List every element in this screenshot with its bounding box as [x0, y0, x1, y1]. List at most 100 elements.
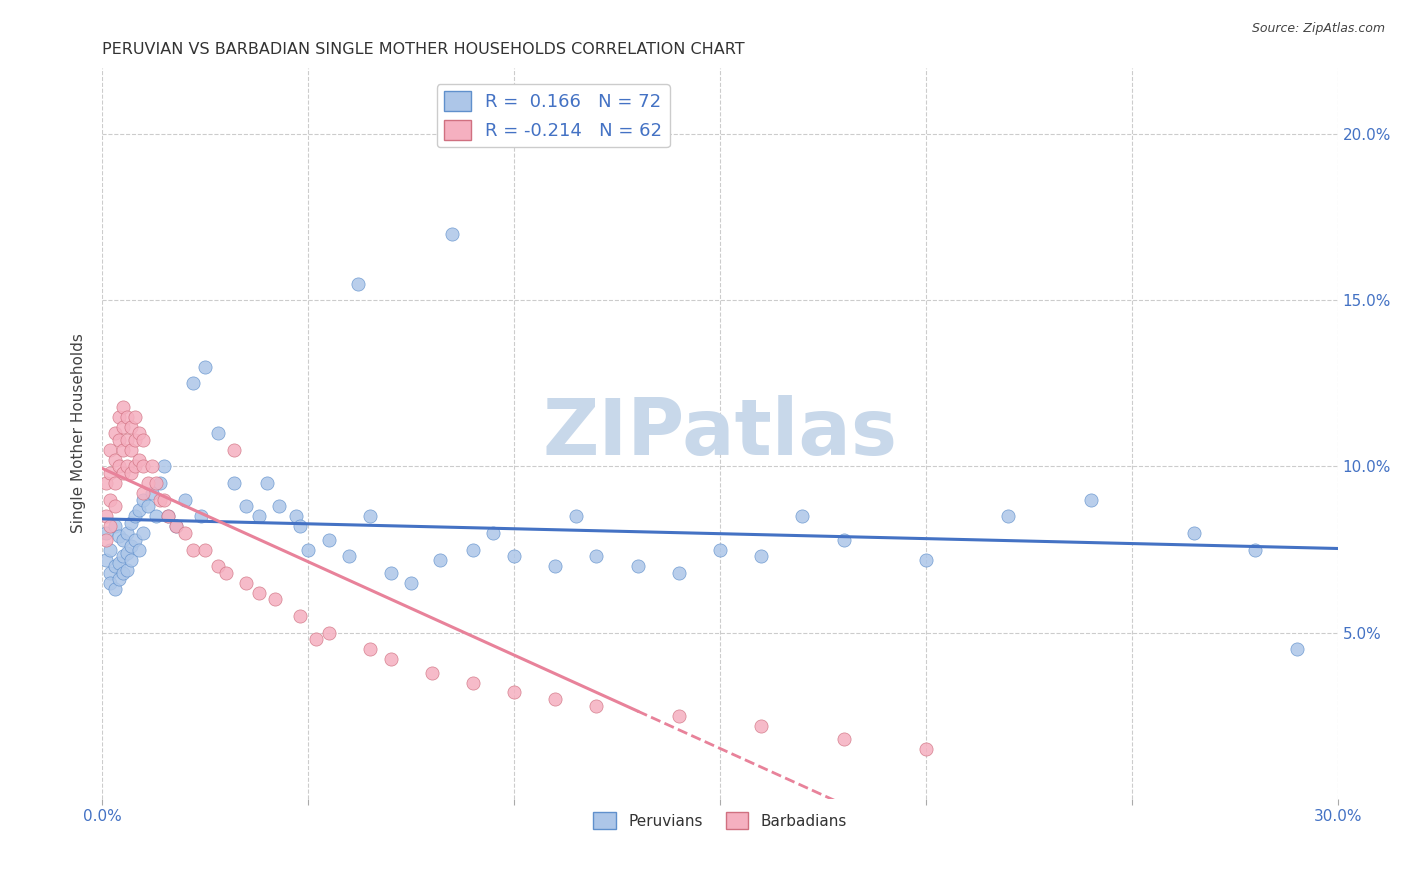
Point — [128, 453, 150, 467]
Point — [235, 575, 257, 590]
Point — [429, 552, 451, 566]
Point — [915, 552, 938, 566]
Point — [96, 476, 118, 491]
Point — [668, 566, 690, 580]
Point — [100, 492, 122, 507]
Point — [626, 559, 648, 574]
Point — [544, 559, 567, 574]
Point — [107, 556, 129, 570]
Point — [346, 277, 368, 291]
Point — [222, 442, 245, 457]
Point — [215, 566, 238, 580]
Point — [115, 562, 138, 576]
Point — [318, 533, 340, 547]
Point — [128, 426, 150, 441]
Point — [173, 492, 195, 507]
Point — [124, 409, 146, 424]
Point — [256, 476, 278, 491]
Point — [749, 549, 772, 564]
Point — [503, 549, 526, 564]
Point — [997, 509, 1019, 524]
Point — [145, 476, 167, 491]
Point — [359, 509, 381, 524]
Point — [149, 492, 172, 507]
Text: PERUVIAN VS BARBADIAN SINGLE MOTHER HOUSEHOLDS CORRELATION CHART: PERUVIAN VS BARBADIAN SINGLE MOTHER HOUS… — [103, 42, 745, 57]
Point — [359, 642, 381, 657]
Text: ZIPatlas: ZIPatlas — [543, 395, 897, 471]
Point — [792, 509, 814, 524]
Point — [107, 529, 129, 543]
Point — [100, 466, 122, 480]
Point — [194, 359, 217, 374]
Point — [132, 459, 155, 474]
Point — [120, 419, 142, 434]
Point — [269, 500, 291, 514]
Point — [120, 442, 142, 457]
Point — [832, 731, 855, 746]
Point — [107, 573, 129, 587]
Point — [111, 466, 134, 480]
Point — [157, 509, 180, 524]
Point — [100, 575, 122, 590]
Point — [585, 698, 607, 713]
Point — [115, 409, 138, 424]
Point — [181, 542, 204, 557]
Point — [103, 582, 125, 597]
Point — [173, 525, 195, 540]
Point — [749, 719, 772, 733]
Point — [107, 409, 129, 424]
Point — [111, 549, 134, 564]
Point — [247, 509, 270, 524]
Point — [111, 419, 134, 434]
Point — [141, 486, 163, 500]
Point — [482, 525, 505, 540]
Point — [297, 542, 319, 557]
Point — [1182, 525, 1205, 540]
Legend: Peruvians, Barbadians: Peruvians, Barbadians — [586, 806, 853, 835]
Point — [1080, 492, 1102, 507]
Point — [132, 486, 155, 500]
Point — [132, 525, 155, 540]
Point — [136, 476, 159, 491]
Point — [420, 665, 443, 680]
Point — [100, 542, 122, 557]
Point — [190, 509, 212, 524]
Point — [115, 525, 138, 540]
Point — [132, 433, 155, 447]
Point — [1285, 642, 1308, 657]
Point — [461, 542, 484, 557]
Point — [247, 586, 270, 600]
Point — [668, 708, 690, 723]
Point — [141, 459, 163, 474]
Point — [111, 566, 134, 580]
Point — [380, 566, 402, 580]
Point — [284, 509, 307, 524]
Point — [103, 559, 125, 574]
Point — [153, 492, 176, 507]
Point — [709, 542, 731, 557]
Point — [832, 533, 855, 547]
Point — [120, 552, 142, 566]
Point — [120, 516, 142, 530]
Point — [461, 675, 484, 690]
Point — [441, 227, 464, 241]
Point — [503, 685, 526, 699]
Point — [207, 559, 229, 574]
Point — [915, 742, 938, 756]
Point — [103, 476, 125, 491]
Point — [100, 566, 122, 580]
Text: Source: ZipAtlas.com: Source: ZipAtlas.com — [1251, 22, 1385, 36]
Point — [124, 433, 146, 447]
Point — [305, 632, 328, 647]
Point — [124, 459, 146, 474]
Point — [1244, 542, 1267, 557]
Point — [399, 575, 422, 590]
Point — [96, 509, 118, 524]
Point — [288, 609, 311, 624]
Point — [115, 546, 138, 560]
Point — [111, 533, 134, 547]
Point — [100, 519, 122, 533]
Point — [153, 459, 176, 474]
Point — [107, 433, 129, 447]
Point — [103, 426, 125, 441]
